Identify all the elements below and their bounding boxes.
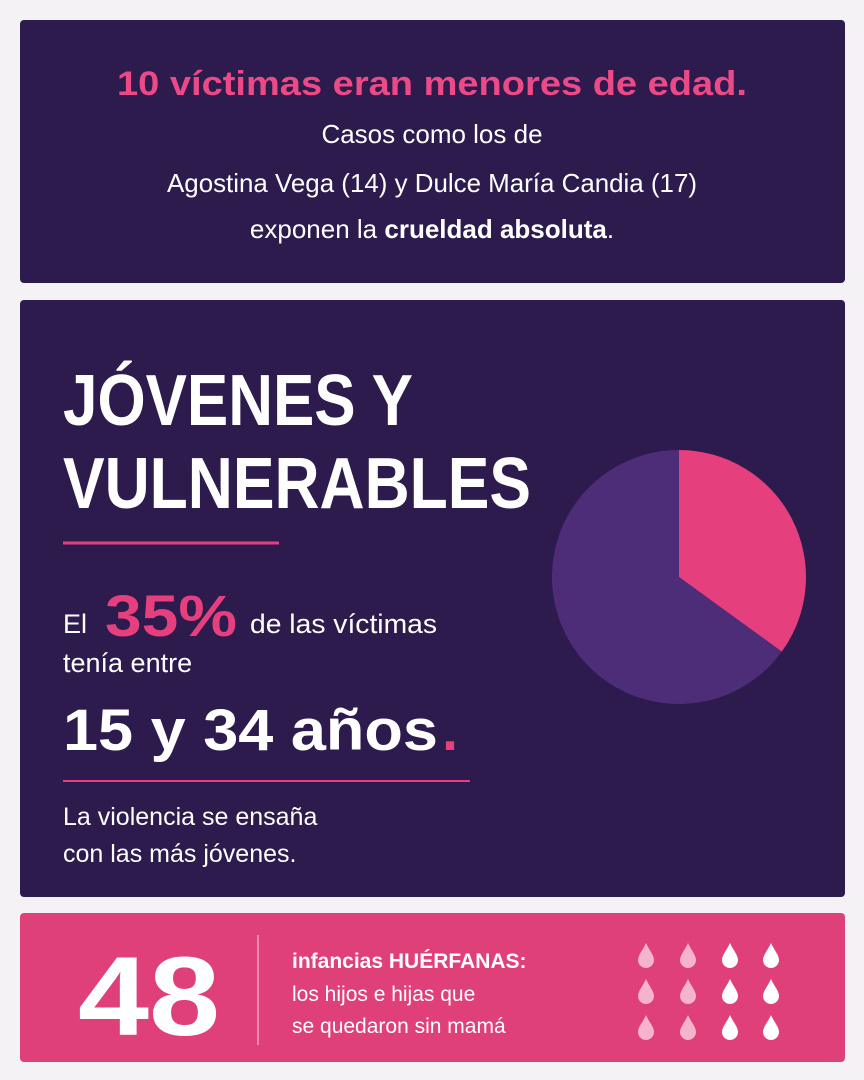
- header-line: Casos como los de: [321, 119, 542, 149]
- footer-line: infancias HUÉRFANAS:: [292, 950, 527, 973]
- header-title: 10 víctimas eran menores de edad.: [117, 65, 747, 103]
- range: 15 y 34 años: [63, 698, 438, 763]
- text: .: [607, 214, 614, 244]
- pie-slice: [679, 450, 806, 652]
- drop-icon: [763, 979, 779, 1004]
- pie-slice: [552, 449, 782, 704]
- drop-icon: [680, 1015, 696, 1040]
- header-box: [20, 20, 845, 283]
- drop-icons: [638, 943, 779, 1040]
- stat-line: tenía entre: [63, 648, 192, 678]
- stat-suffix: de las víctimas: [250, 609, 437, 639]
- drop-icon: [638, 1015, 654, 1040]
- pie-chart: [552, 449, 806, 704]
- range-dot: .: [442, 698, 458, 763]
- drop-icon: [763, 943, 779, 968]
- drop-icon: [638, 979, 654, 1004]
- drop-icon: [722, 943, 738, 968]
- heading: JÓVENES Y: [63, 360, 413, 441]
- drop-icon: [763, 1015, 779, 1040]
- drop-icon: [722, 979, 738, 1004]
- stat: 35%: [105, 584, 237, 649]
- note: La violencia se ensaña: [63, 803, 317, 831]
- footer-line: se quedaron sin mamá: [292, 1015, 506, 1038]
- footer-number: 48: [78, 934, 220, 1059]
- header-line: Agostina Vega (14) y Dulce María Candia …: [167, 168, 697, 198]
- drop-icon: [722, 1015, 738, 1040]
- heading: VULNERABLES: [63, 444, 531, 524]
- section-box: [20, 300, 845, 897]
- footer-box: [20, 913, 845, 1062]
- header-line: exponen la crueldad absoluta.: [250, 214, 614, 244]
- drop-icon: [680, 943, 696, 968]
- drop-icon: [680, 979, 696, 1004]
- emphasis: crueldad absoluta: [384, 214, 607, 244]
- footer-line: los hijos e hijas que: [292, 983, 475, 1006]
- drop-icon: [638, 943, 654, 968]
- text: exponen la: [250, 214, 384, 244]
- note: con las más jóvenes.: [63, 840, 296, 868]
- stat-prefix: El: [63, 609, 87, 639]
